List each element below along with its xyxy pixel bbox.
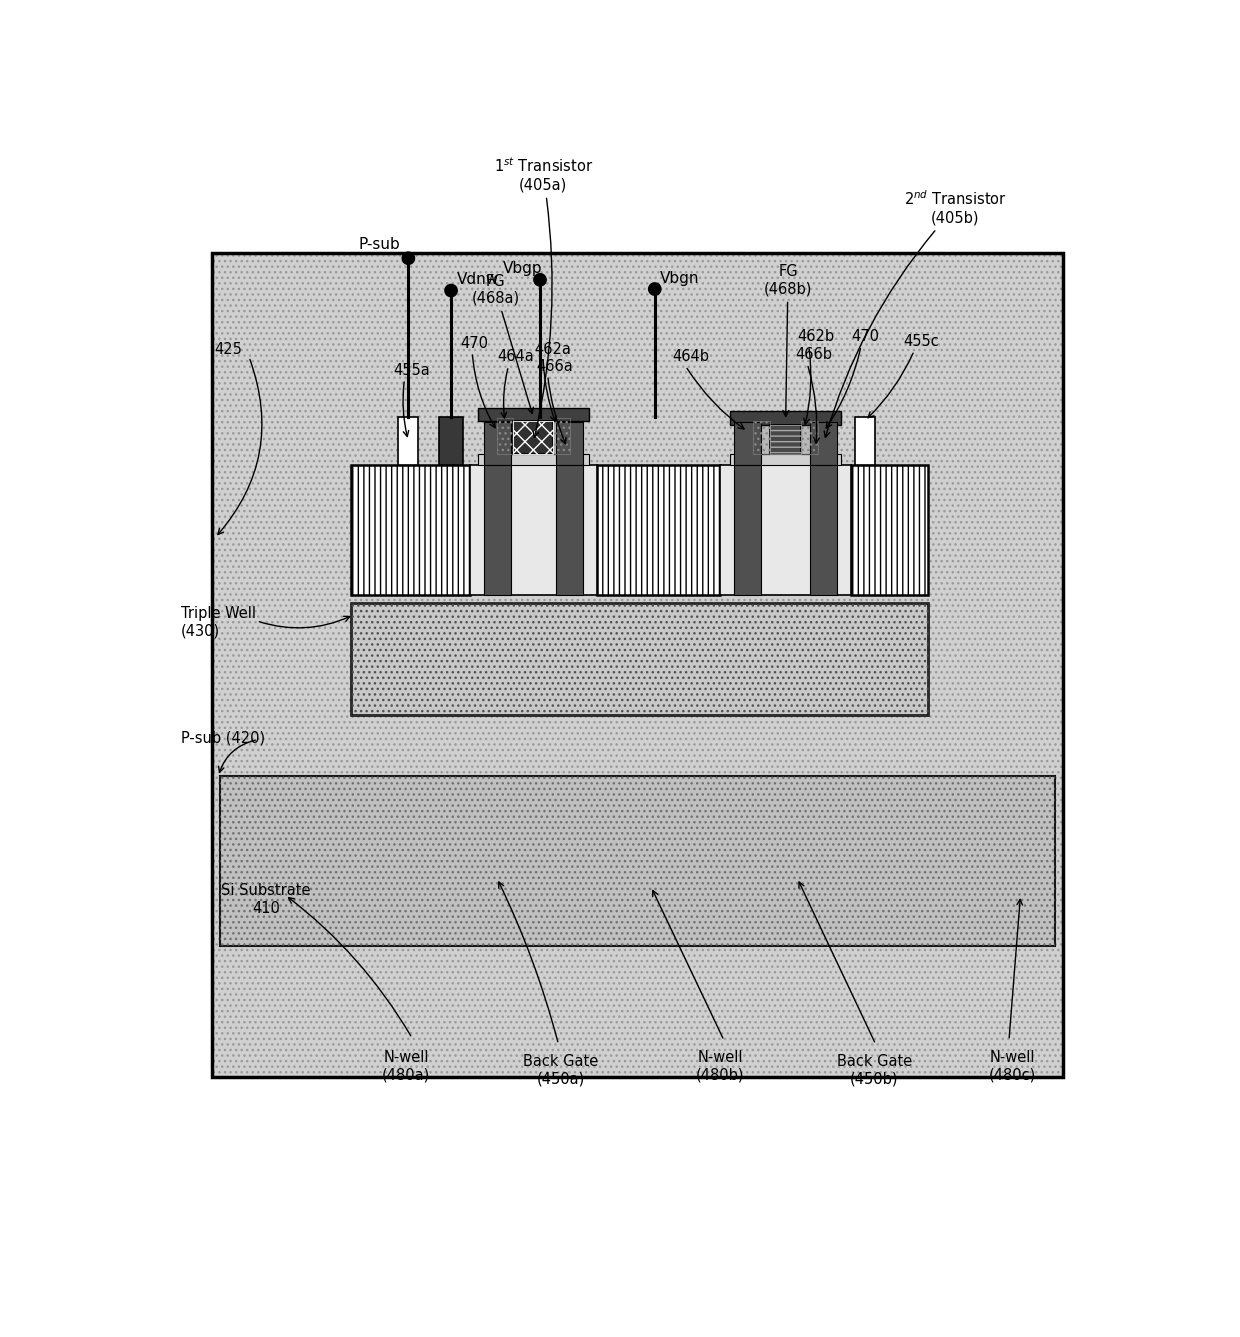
Bar [496,417,513,453]
Bar [810,464,837,595]
Bar [484,464,511,595]
Bar [439,417,463,464]
Circle shape [402,253,414,265]
Bar [553,417,570,453]
Bar [734,422,761,464]
Text: Vdnw: Vdnw [456,273,498,287]
Bar [470,464,596,595]
Text: P-sub: P-sub [358,237,401,253]
Bar [754,421,770,453]
Bar [734,464,761,595]
Bar [484,422,511,464]
Bar [754,421,770,453]
Bar [801,421,818,453]
Text: 464a: 464a [497,349,533,365]
Bar [351,603,928,715]
Text: 464b: 464b [672,349,709,365]
Text: 466b: 466b [796,348,833,362]
Text: Back Gate
(450a): Back Gate (450a) [523,1054,599,1086]
Text: 455a: 455a [393,362,430,377]
Bar [730,410,842,425]
Bar [801,421,818,453]
Text: 470: 470 [460,336,487,350]
Bar [477,453,589,464]
Bar [730,453,842,464]
Text: N-well
(480c): N-well (480c) [990,1050,1037,1082]
Circle shape [649,283,661,295]
Text: 462a: 462a [534,342,570,357]
Bar [596,464,720,595]
Bar [351,603,928,715]
Text: N-well
(480a): N-well (480a) [382,1050,430,1082]
Bar [477,408,589,421]
Text: FG
(468b): FG (468b) [764,265,812,416]
Bar [212,253,1063,1076]
Bar [513,421,553,453]
Text: 1$^{st}$ Transistor
(405a): 1$^{st}$ Transistor (405a) [494,156,593,437]
Text: N-well
(480b): N-well (480b) [696,1050,744,1082]
Text: Triple Well
(430): Triple Well (430) [181,606,257,639]
Text: 2$^{nd}$ Transistor
(405b): 2$^{nd}$ Transistor (405b) [825,190,1007,437]
Bar [398,417,418,464]
Bar [351,464,470,595]
Bar [851,464,928,595]
Bar [770,425,801,453]
Text: 466a: 466a [536,358,573,374]
Text: 455c: 455c [904,334,939,349]
Bar [770,425,801,453]
Bar [513,421,553,453]
Text: P-sub (420): P-sub (420) [181,730,265,746]
Text: 425: 425 [215,342,242,357]
Bar [557,464,583,595]
Circle shape [534,274,546,286]
Bar [720,464,851,595]
Text: 470: 470 [851,329,879,345]
Bar [219,777,1055,945]
Text: Vbgn: Vbgn [660,271,699,286]
Circle shape [445,285,458,297]
Bar [553,417,570,453]
Bar [496,417,513,453]
Bar [557,422,583,464]
Bar [212,253,1063,1076]
Text: 462b: 462b [797,329,835,345]
Bar [810,422,837,464]
Bar [219,777,1055,945]
Bar [854,417,875,464]
Text: Back Gate
(450b): Back Gate (450b) [837,1054,911,1086]
Text: Si Substrate
410: Si Substrate 410 [221,884,311,916]
Text: FG
(468a): FG (468a) [471,274,533,413]
Text: Vbgp: Vbgp [503,261,543,275]
Bar [212,253,1063,1076]
